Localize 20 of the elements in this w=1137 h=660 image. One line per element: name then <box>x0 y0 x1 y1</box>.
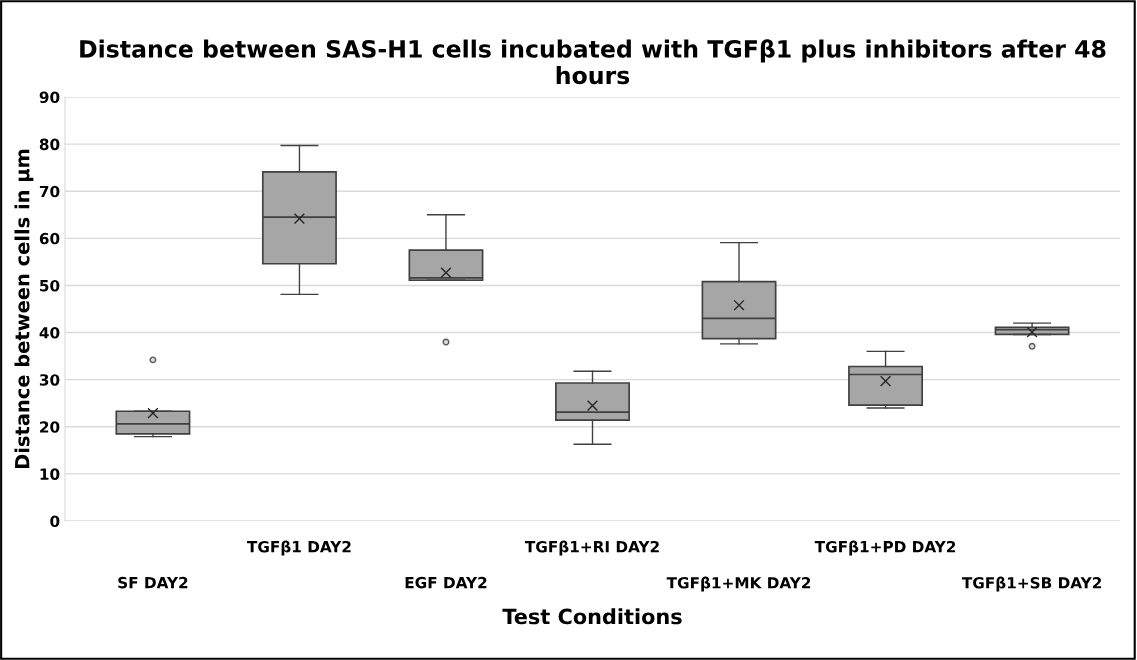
x-tick-label: EGF DAY2 <box>405 576 487 589</box>
y-tick-label: 20 <box>40 421 60 433</box>
y-tick-label: 40 <box>39 327 60 339</box>
x-tick-label: TGFβ1+RI DAY2 <box>524 540 659 556</box>
chart-title: Distance between SAS-H1 cells incubated with TGFβ1 plus inhibitors after 48 hours <box>80 39 1106 85</box>
y-axis-title: Distance between cells in µm <box>14 149 34 469</box>
x-tick-label: TGFβ1 DAY2 <box>247 540 351 556</box>
x-tick-label: TGFβ1+MK DAY2 <box>666 576 811 592</box>
x-tick-label: TGFβ1+SB DAY2 <box>961 576 1101 592</box>
y-tick-label: 70 <box>39 185 60 198</box>
y-tick-label: 50 <box>40 279 60 292</box>
x-axis-title: Test Conditions <box>502 608 682 625</box>
x-tick-label: SF DAY2 <box>118 576 188 589</box>
x-tick-label: TGFβ1+PD DAY2 <box>814 540 956 556</box>
y-tick-label: 0 <box>50 515 60 528</box>
y-tick-label: 80 <box>39 138 60 151</box>
y-tick-label: 60 <box>39 232 60 245</box>
y-tick-label: 30 <box>39 374 60 386</box>
y-tick-label: 90 <box>39 91 60 104</box>
y-tick-label: 10 <box>40 468 60 480</box>
